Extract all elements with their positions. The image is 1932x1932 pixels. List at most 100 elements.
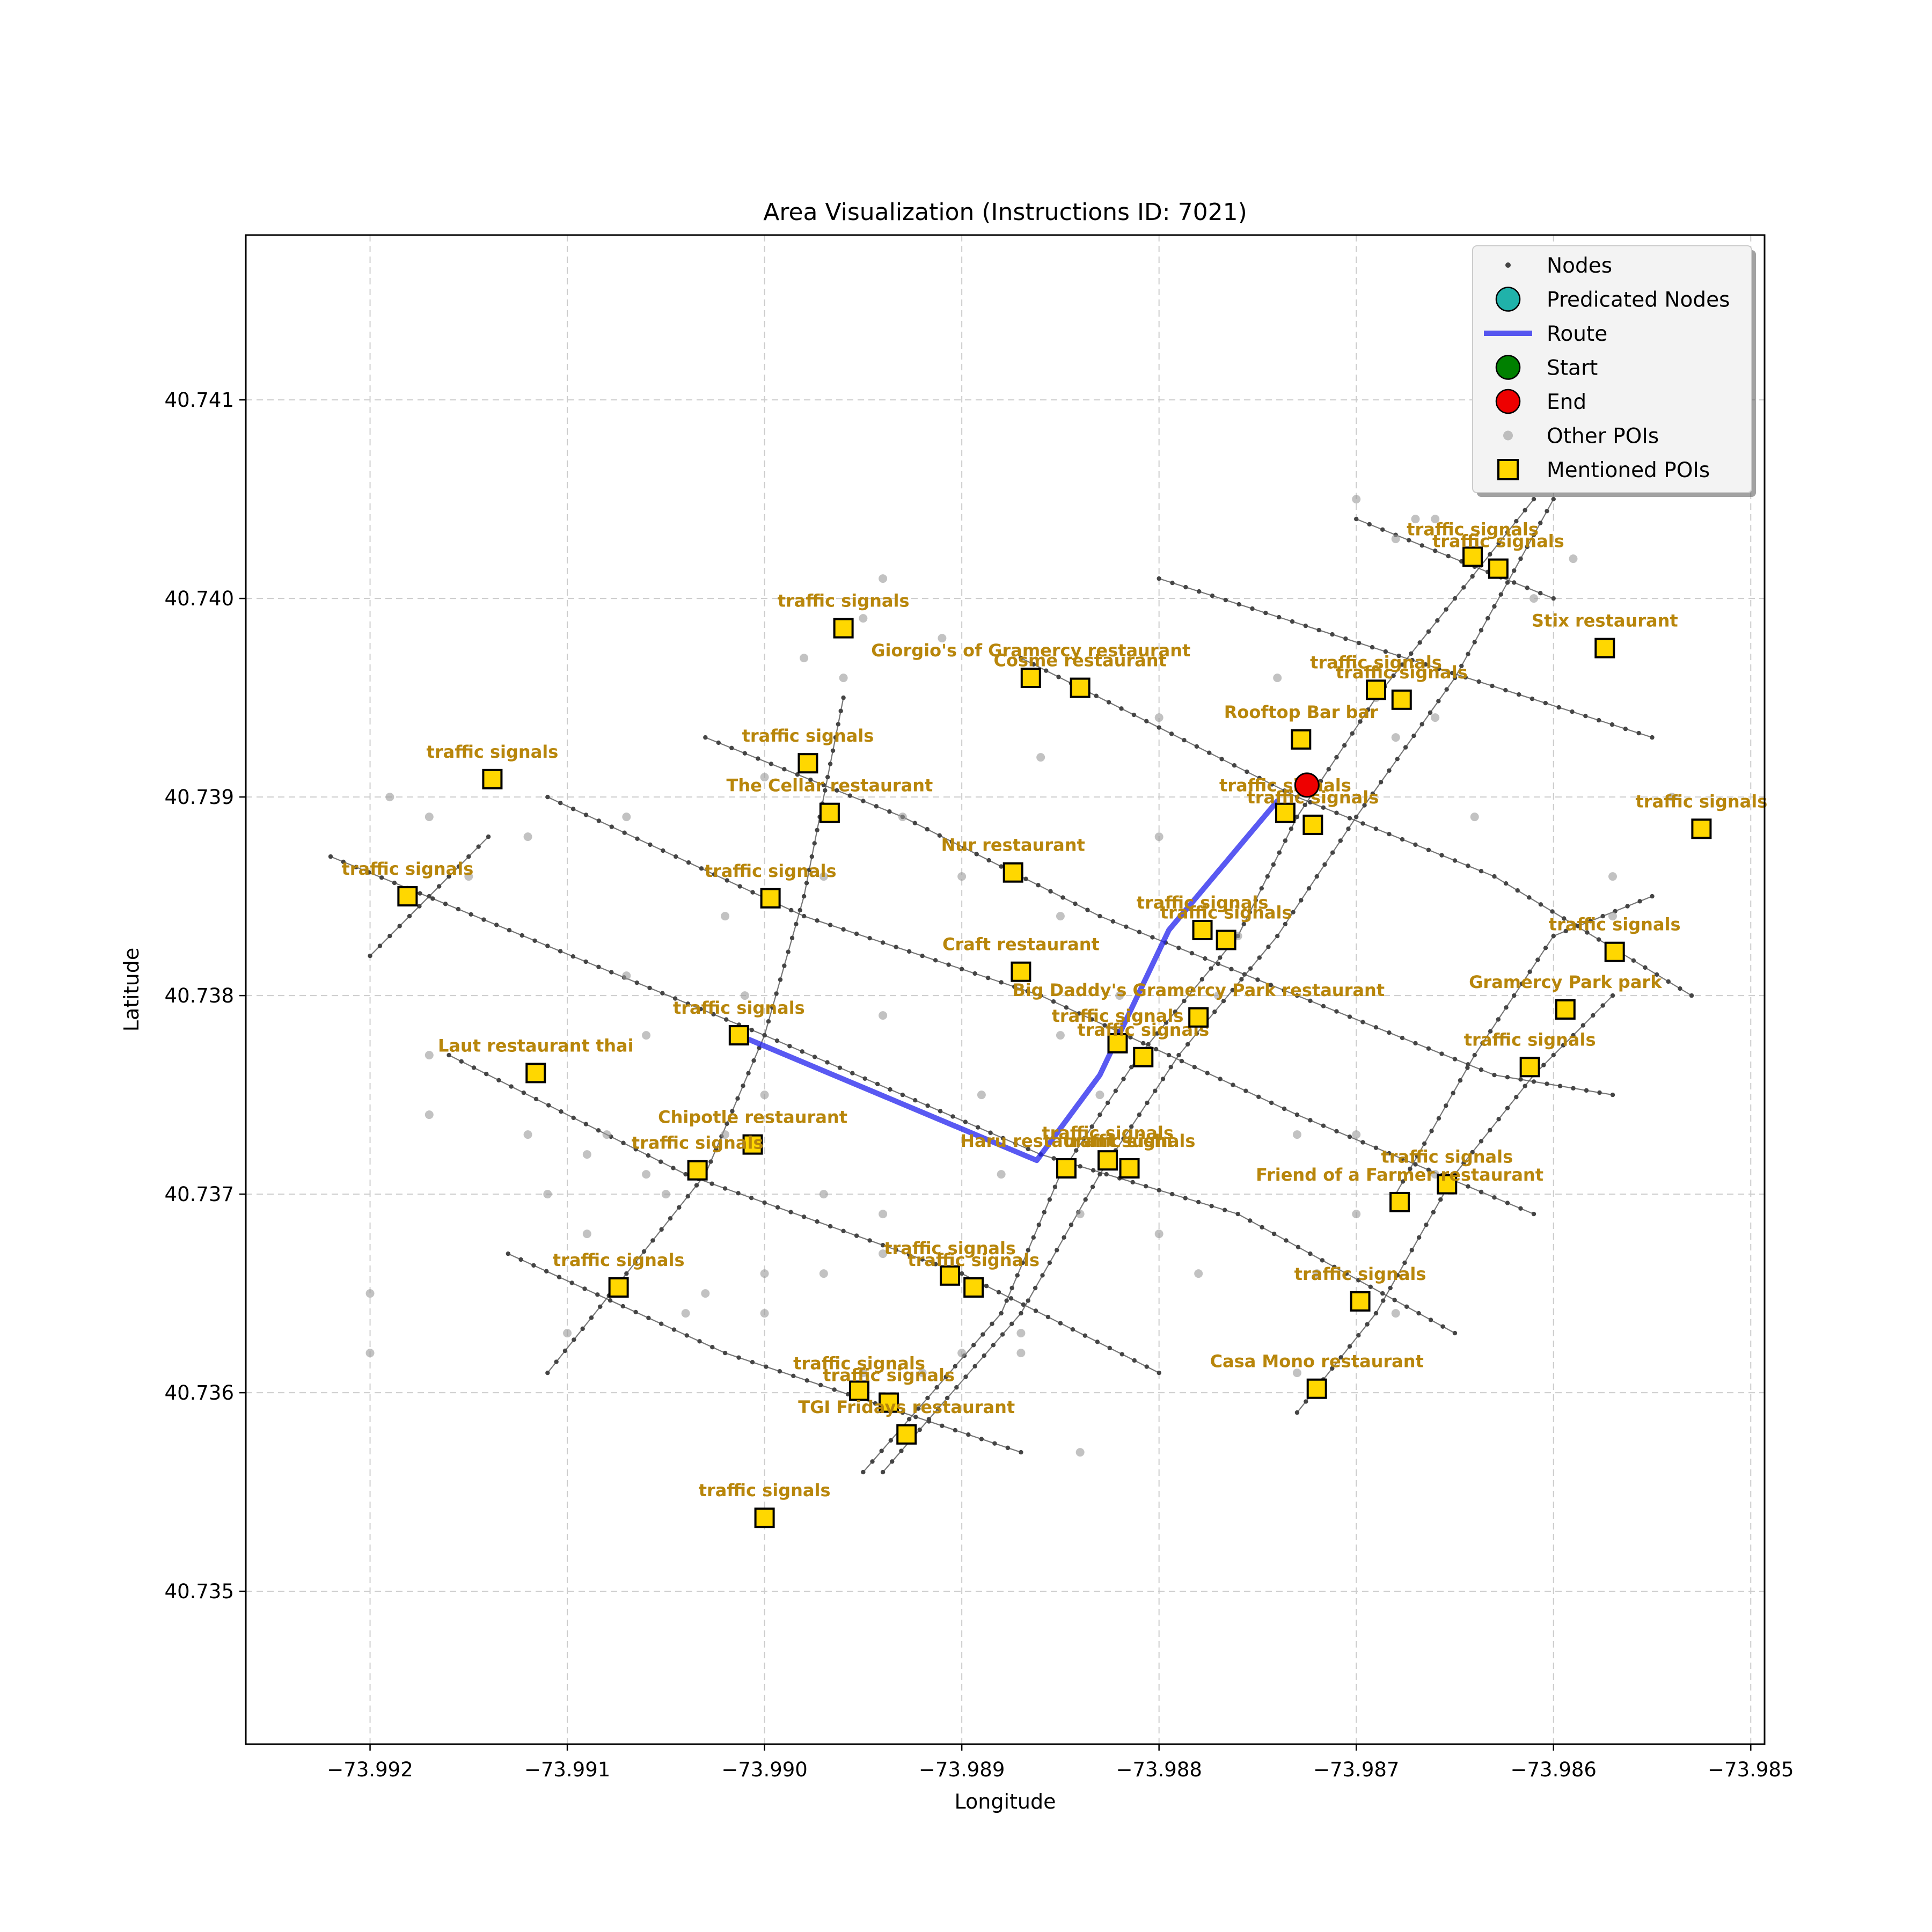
node-point (1169, 731, 1174, 736)
node-point (1492, 1072, 1497, 1078)
node-point (1479, 1189, 1484, 1195)
other-poi-point (800, 654, 809, 663)
node-point (1212, 1009, 1217, 1014)
node-point (1551, 1052, 1556, 1058)
node-point (1294, 794, 1300, 800)
node-point (1316, 627, 1321, 633)
node-point (1047, 1260, 1052, 1265)
mentioned-poi-label: traffic signals (1294, 1264, 1426, 1284)
other-poi-point (760, 1269, 769, 1278)
node-point (494, 923, 499, 927)
node-point (1505, 530, 1510, 535)
node-point (1444, 1103, 1448, 1108)
node-point (1419, 722, 1424, 727)
mentioned-poi-label: Rooftop Bar bar (1224, 702, 1378, 722)
node-point (1413, 1162, 1418, 1167)
node-point (1143, 1184, 1148, 1189)
node-point (751, 1058, 756, 1063)
x-tick-label: −73.987 (1313, 1758, 1399, 1781)
node-point (797, 908, 802, 913)
mentioned-poi-marker (1691, 818, 1712, 839)
node-point (1000, 1332, 1005, 1337)
node-point (1498, 592, 1503, 597)
node-point (1597, 1090, 1602, 1095)
node-point (583, 1122, 589, 1126)
mentioned-poi-marker (1604, 941, 1625, 962)
mentioned-poi-label: The Cellar restaurant (727, 775, 933, 796)
node-point (1538, 521, 1543, 525)
mentioned-poi-label: traffic signals (884, 1238, 1016, 1258)
legend-start-marker (1495, 355, 1521, 380)
node-point (633, 1260, 638, 1265)
node-point (801, 894, 807, 899)
node-point (1106, 700, 1111, 705)
node-point (1089, 1124, 1094, 1129)
node-point (1282, 788, 1287, 793)
node-point (1360, 1020, 1365, 1024)
node-point (1248, 966, 1253, 971)
node-point (1131, 712, 1137, 718)
node-point (1009, 1285, 1014, 1291)
other-poi-point (1391, 1309, 1400, 1318)
node-point (1163, 1020, 1169, 1025)
node-point (659, 1227, 664, 1232)
node-point (694, 1183, 699, 1188)
node-point (633, 1147, 638, 1152)
node-point (1241, 921, 1246, 927)
node-point (476, 844, 481, 849)
node-point (1450, 670, 1455, 676)
node-point (801, 1214, 807, 1219)
node-point (1291, 910, 1296, 914)
node-point (1051, 1156, 1056, 1161)
node-point (835, 788, 839, 793)
node-point (397, 924, 402, 928)
node-point (456, 864, 462, 869)
other-poi-point (740, 991, 749, 1000)
other-poi-point (425, 813, 434, 822)
node-point (1205, 1071, 1210, 1075)
other-poi-point (1292, 1368, 1301, 1378)
node-point (1031, 1235, 1036, 1240)
node-point (1360, 1140, 1365, 1145)
node-point (1596, 937, 1601, 942)
legend-label: Nodes (1547, 254, 1612, 278)
node-point (1518, 556, 1523, 561)
node-point (1561, 916, 1567, 921)
node-point (1538, 591, 1543, 596)
node-point (966, 1432, 971, 1437)
node-point (1042, 1210, 1047, 1214)
node-point (1391, 673, 1396, 678)
node-point (1503, 881, 1509, 886)
node-point (545, 794, 550, 800)
node-point (1400, 662, 1405, 667)
mentioned-poi-marker (1119, 1158, 1140, 1179)
node-point (558, 949, 563, 954)
node-point (870, 1459, 875, 1464)
node-point (1008, 1296, 1014, 1301)
node-point (1531, 496, 1536, 502)
node-point (1021, 1302, 1026, 1307)
node-point (1424, 1223, 1429, 1227)
node-point (509, 1084, 514, 1089)
node-point (867, 936, 872, 941)
node-point (1485, 616, 1490, 621)
node-point (906, 1252, 912, 1257)
node-point (807, 867, 812, 872)
node-point (825, 774, 830, 780)
node-point (1600, 913, 1605, 919)
node-point (999, 864, 1004, 869)
other-poi-point (839, 674, 848, 683)
node-point (1358, 719, 1363, 724)
node-point (999, 980, 1004, 985)
node-point (1365, 1322, 1370, 1327)
node-point (1277, 850, 1282, 855)
node-point (608, 1298, 613, 1303)
mentioned-poi-marker (797, 753, 818, 774)
node-point (1330, 1366, 1335, 1371)
mentioned-poi-label: traffic signals (699, 1480, 831, 1501)
node-point (1173, 1009, 1177, 1014)
node-point (1107, 1345, 1112, 1351)
mentioned-poi-label: traffic signals (742, 726, 874, 746)
y-tick-label: 40.740 (165, 587, 234, 610)
node-point (545, 943, 550, 948)
